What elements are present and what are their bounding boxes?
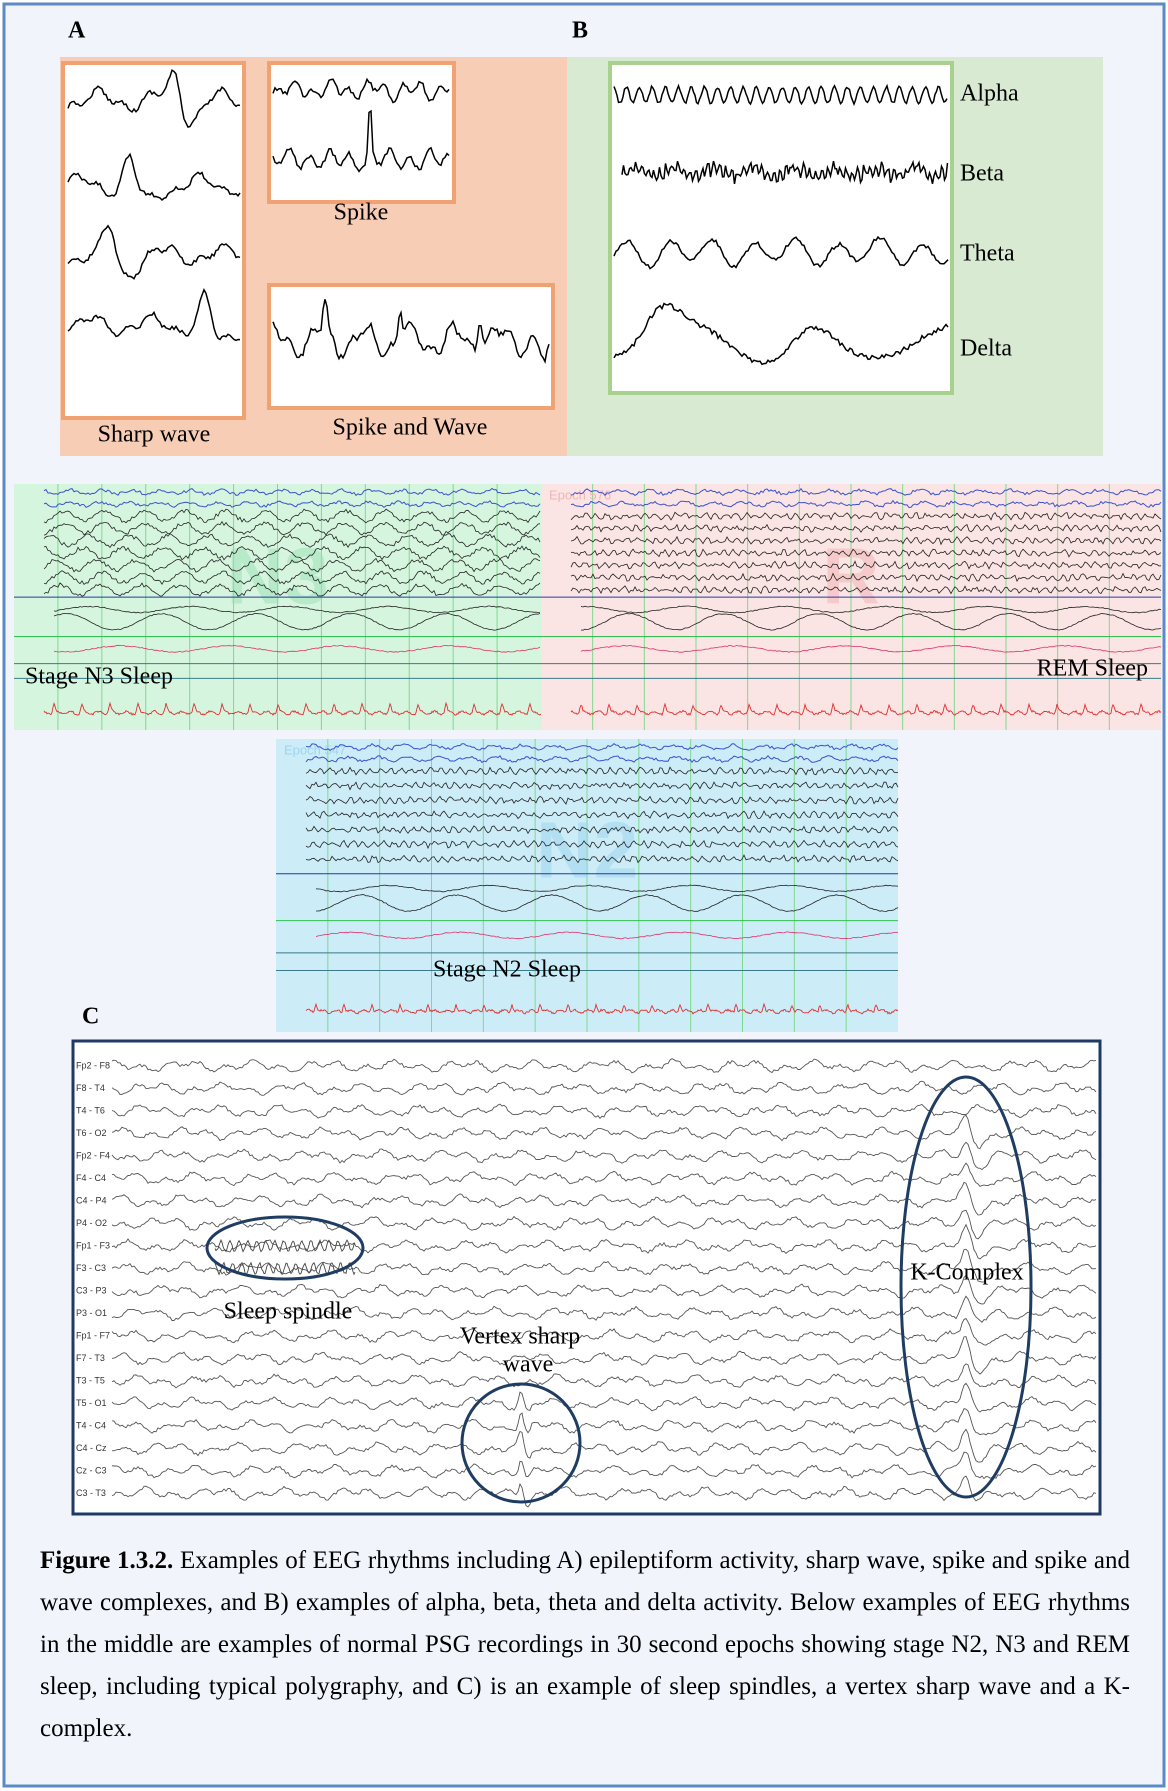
channel-label: F8 - T4 [76, 1083, 105, 1093]
spike-box [269, 63, 454, 202]
stage-watermark: R [822, 532, 880, 621]
epoch-label: Epoch 576 [549, 487, 611, 502]
figure-caption: Figure 1.3.2. Examples of EEG rhythms in… [40, 1540, 1130, 1750]
channel-label: P4 - O2 [76, 1218, 107, 1228]
psg-caption: REM Sleep [1037, 656, 1148, 682]
channel-label: C3 - T3 [76, 1488, 106, 1498]
channel-label: F7 - T3 [76, 1353, 105, 1363]
spike-wave-box [269, 285, 553, 408]
wave-label: Sharp wave [98, 422, 211, 448]
annotation: wave [503, 1352, 554, 1378]
panel-label: B [572, 18, 588, 44]
channel-label: Fp1 - F3 [76, 1240, 110, 1250]
channel-label: C3 - P3 [76, 1285, 107, 1295]
panel-label: A [68, 18, 86, 44]
figure: A B Sharp wave Spike Spike and Wave Alph… [0, 0, 1168, 1791]
channel-label: Fp2 - F8 [76, 1060, 110, 1070]
psg-caption: Stage N2 Sleep [433, 957, 581, 983]
channel-label: C4 - P4 [76, 1195, 107, 1205]
panel-label: C [82, 1004, 99, 1030]
rhythm-label: Beta [960, 161, 1004, 187]
channel-label: Cz - C3 [76, 1465, 107, 1475]
rhythm-box [610, 63, 952, 393]
channel-label: T4 - T6 [76, 1105, 105, 1115]
channel-label: P3 - O1 [76, 1308, 107, 1318]
sharp-wave-box [63, 63, 244, 418]
channel-label: T4 - C4 [76, 1420, 106, 1430]
channel-label: F3 - C3 [76, 1263, 106, 1273]
psg-caption: Stage N3 Sleep [25, 664, 173, 690]
channel-label: T6 - O2 [76, 1128, 107, 1138]
annotation: Sleep spindle [224, 1299, 353, 1325]
channel-label: T5 - O1 [76, 1398, 107, 1408]
caption-figure-number: Figure 1.3.2. [40, 1547, 173, 1574]
rhythm-label: Theta [960, 241, 1015, 267]
channel-label: C4 - Cz [76, 1443, 107, 1453]
page: A B Sharp wave Spike Spike and Wave Alph… [0, 0, 1168, 1791]
caption-text: Examples of EEG rhythms including A) epi… [40, 1547, 1130, 1742]
rhythm-label: Delta [960, 336, 1012, 362]
channel-label: Fp2 - F4 [76, 1150, 110, 1160]
wave-label: Spike and Wave [333, 415, 488, 441]
wave-label: Spike [334, 200, 389, 226]
channel-label: F4 - C4 [76, 1173, 106, 1183]
stage-watermark: N2 [536, 805, 638, 894]
annotation: K-Complex [910, 1260, 1023, 1286]
channel-label: T3 - T5 [76, 1375, 105, 1385]
channel-label: Fp1 - F7 [76, 1330, 110, 1340]
annotation: Vertex sharp [460, 1324, 581, 1350]
psg-screen: R Epoch 576 REM Sleep [541, 484, 1161, 730]
rhythm-label: Alpha [960, 81, 1019, 107]
